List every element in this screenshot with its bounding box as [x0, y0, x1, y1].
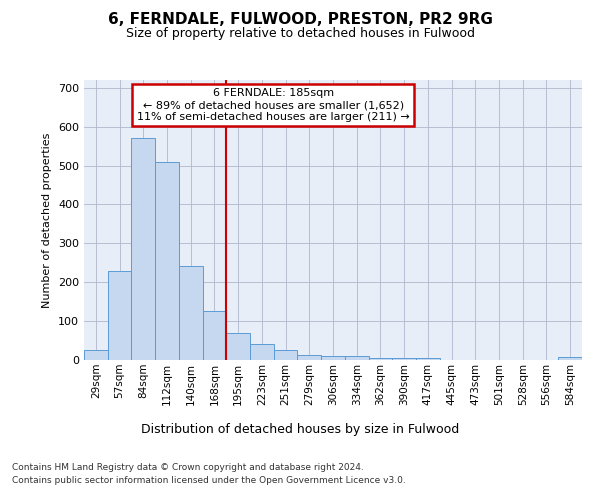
Text: Distribution of detached houses by size in Fulwood: Distribution of detached houses by size … [141, 422, 459, 436]
Bar [179, 266, 203, 360]
Text: Contains HM Land Registry data © Crown copyright and database right 2024.: Contains HM Land Registry data © Crown c… [12, 462, 364, 471]
Bar [416, 358, 440, 360]
Bar [392, 358, 416, 360]
Bar [203, 310, 226, 360]
Bar [84, 350, 108, 360]
Text: 6 FERNDALE: 185sqm
← 89% of detached houses are smaller (1,652)
11% of semi-deta: 6 FERNDALE: 185sqm ← 89% of detached hou… [137, 88, 410, 122]
Text: 6, FERNDALE, FULWOOD, PRESTON, PR2 9RG: 6, FERNDALE, FULWOOD, PRESTON, PR2 9RG [107, 12, 493, 28]
Bar [298, 355, 321, 360]
Bar [368, 358, 392, 360]
Bar [558, 358, 582, 360]
Bar [108, 270, 131, 360]
Bar [345, 356, 368, 360]
Bar [155, 162, 179, 360]
Bar [250, 344, 274, 360]
Text: Contains public sector information licensed under the Open Government Licence v3: Contains public sector information licen… [12, 476, 406, 485]
Bar [274, 350, 298, 360]
Text: Size of property relative to detached houses in Fulwood: Size of property relative to detached ho… [125, 28, 475, 40]
Y-axis label: Number of detached properties: Number of detached properties [43, 132, 52, 308]
Bar [226, 333, 250, 360]
Bar [131, 138, 155, 360]
Bar [321, 356, 345, 360]
